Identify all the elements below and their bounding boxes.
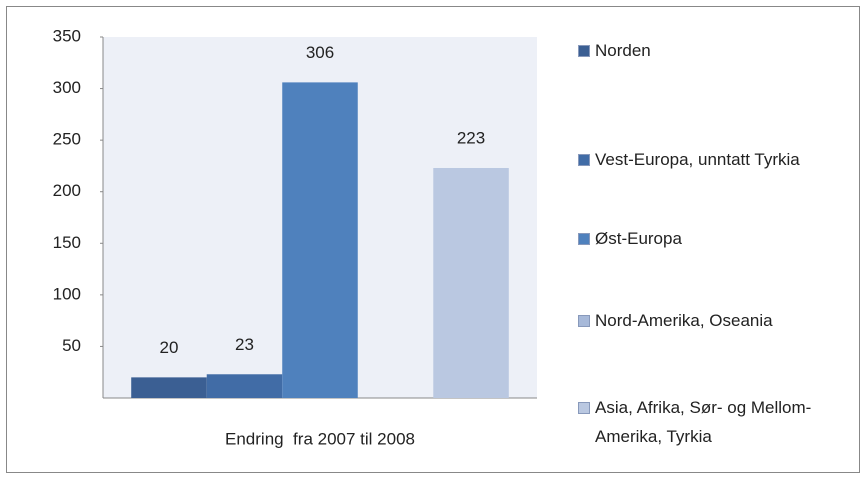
legend-swatch	[578, 154, 590, 166]
legend-label: Norden	[595, 41, 651, 60]
data-label: 306	[306, 43, 334, 62]
legend-label: Asia, Afrika, Sør- og Mellom-Amerika, Ty…	[595, 398, 812, 446]
y-tick-label: 350	[53, 26, 81, 45]
legend-swatch	[578, 315, 590, 327]
legend-item: Nord-Amerika, Oseania	[578, 306, 867, 335]
y-tick-label: 50	[62, 336, 81, 355]
legend-label: Nord-Amerika, Oseania	[595, 311, 773, 330]
legend-swatch	[578, 402, 590, 414]
bar	[131, 377, 207, 398]
y-tick-label: 150	[53, 233, 81, 252]
legend-swatch	[578, 45, 590, 57]
bar	[206, 374, 283, 398]
legend-item: Asia, Afrika, Sør- og Mellom-Amerika, Ty…	[578, 393, 867, 451]
legend-item: Norden	[578, 36, 867, 65]
legend-item: Vest-Europa, unntatt Tyrkia	[578, 145, 867, 174]
legend-label: Øst-Europa	[595, 229, 682, 248]
bar	[282, 82, 358, 398]
y-tick-label: 100	[53, 284, 81, 303]
bar	[433, 167, 509, 398]
x-tick-label: Endring fra 2007 til 2008	[225, 429, 415, 448]
data-label: 20	[160, 338, 179, 357]
y-tick-label: 300	[53, 78, 81, 97]
legend-item: Øst-Europa	[578, 224, 867, 253]
y-tick-label: 250	[53, 130, 81, 149]
y-tick-label: 200	[53, 181, 81, 200]
data-label: 223	[457, 128, 485, 147]
legend-swatch	[578, 233, 590, 245]
legend-label: Vest-Europa, unntatt Tyrkia	[595, 150, 800, 169]
data-label: 23	[235, 335, 254, 354]
